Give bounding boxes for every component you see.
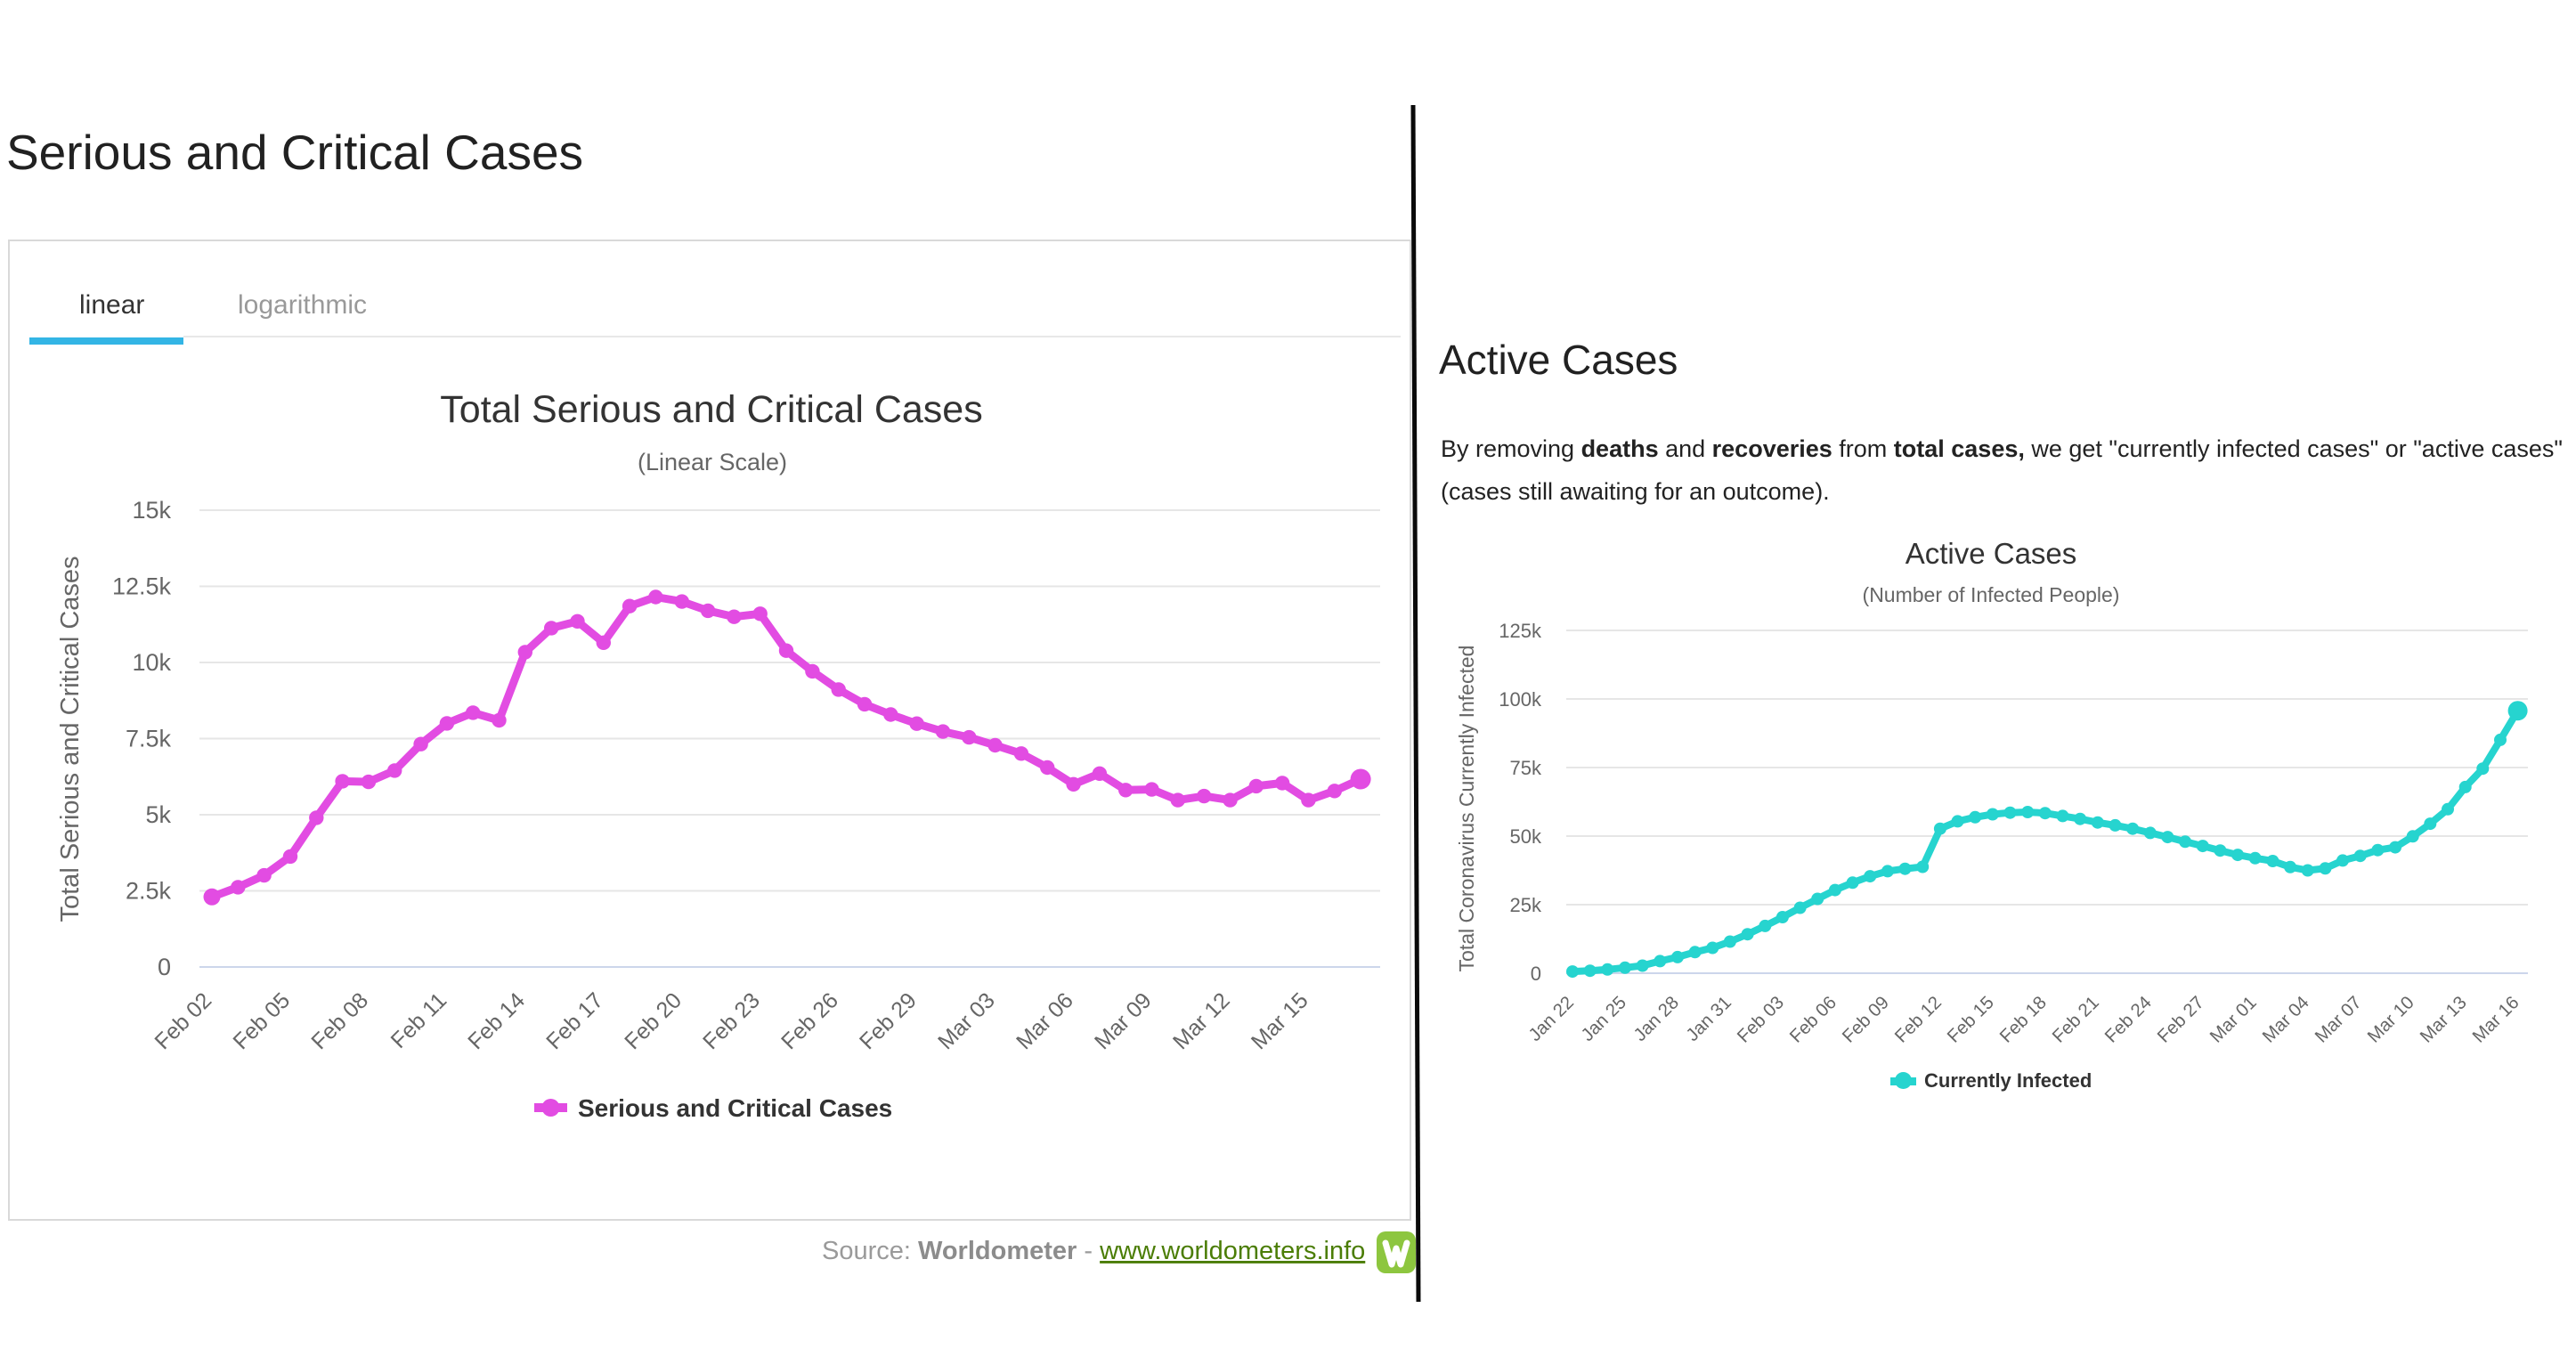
svg-text:Feb 21: Feb 21 <box>2048 992 2102 1046</box>
svg-text:Active Cases: Active Cases <box>1906 537 2077 570</box>
svg-text:Source: Worldometer - www.worl: Source: Worldometer - www.worldometers.i… <box>822 1237 1365 1265</box>
svg-text:Mar 04: Mar 04 <box>2258 992 2312 1046</box>
svg-text:125k: 125k <box>1499 620 1542 642</box>
svg-text:Mar 01: Mar 01 <box>2206 992 2260 1046</box>
svg-text:25k: 25k <box>1510 894 1542 916</box>
svg-text:12.5k: 12.5k <box>112 573 172 600</box>
svg-text:75k: 75k <box>1510 757 1542 779</box>
svg-text:Feb 24: Feb 24 <box>2101 992 2155 1046</box>
svg-text:Feb 09: Feb 09 <box>1839 992 1893 1046</box>
svg-text:5k: 5k <box>145 801 171 828</box>
svg-text:2.5k: 2.5k <box>126 878 172 905</box>
svg-text:Feb 06: Feb 06 <box>1786 992 1841 1046</box>
svg-text:Mar 16: Mar 16 <box>2468 992 2523 1046</box>
svg-text:Jan 31: Jan 31 <box>1682 992 1735 1045</box>
svg-text:Jan 25: Jan 25 <box>1577 992 1630 1045</box>
svg-text:Mar 10: Mar 10 <box>2363 992 2418 1046</box>
svg-text:Feb 27: Feb 27 <box>2153 992 2207 1046</box>
svg-text:logarithmic: logarithmic <box>238 290 367 320</box>
svg-text:(Linear Scale): (Linear Scale) <box>638 449 787 475</box>
svg-text:7.5k: 7.5k <box>126 726 172 752</box>
svg-text:Total Coronavirus Currently In: Total Coronavirus Currently Infected <box>1455 646 1478 972</box>
svg-text:Mar 13: Mar 13 <box>2416 992 2470 1046</box>
svg-text:10k: 10k <box>132 649 171 676</box>
svg-text:Jan 28: Jan 28 <box>1629 992 1683 1045</box>
svg-text:Jan 22: Jan 22 <box>1524 992 1578 1045</box>
svg-text:Feb 12: Feb 12 <box>1891 992 1946 1046</box>
svg-text:Feb 15: Feb 15 <box>1943 992 1997 1046</box>
svg-text:(Number of Infected People): (Number of Infected People) <box>1863 583 2120 606</box>
svg-text:50k: 50k <box>1510 825 1542 848</box>
svg-text:15k: 15k <box>132 497 171 524</box>
svg-text:Serious and Critical Cases: Serious and Critical Cases <box>578 1094 892 1122</box>
svg-text:Total Serious and Critical Cas: Total Serious and Critical Cases <box>56 556 85 922</box>
svg-text:linear: linear <box>79 290 144 320</box>
svg-text:Feb 03: Feb 03 <box>1734 992 1788 1046</box>
svg-text:Mar 07: Mar 07 <box>2311 992 2365 1046</box>
svg-text:0: 0 <box>1531 963 1541 985</box>
svg-text:Total Serious and Critical Cas: Total Serious and Critical Cases <box>440 388 982 431</box>
svg-text:100k: 100k <box>1499 688 1542 711</box>
svg-text:Currently Infected: Currently Infected <box>1924 1069 2092 1092</box>
svg-text:Feb 18: Feb 18 <box>1995 992 2050 1046</box>
svg-text:0: 0 <box>158 954 171 980</box>
